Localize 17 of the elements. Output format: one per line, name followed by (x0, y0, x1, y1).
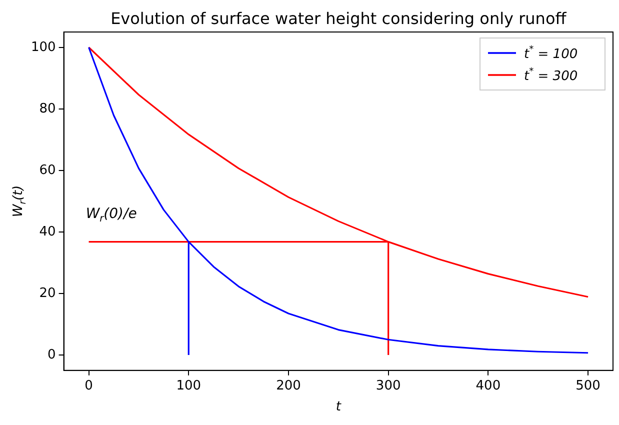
y-axis-title: Wr(t) (11, 185, 28, 218)
legend-label: t* = 100 (524, 45, 578, 62)
x-tick-label: 0 (84, 378, 93, 394)
x-axis-title: t (336, 399, 342, 414)
x-tick-label: 300 (376, 378, 401, 394)
x-tick-label: 100 (176, 378, 202, 394)
y-tick-label: 100 (30, 40, 56, 55)
y-tick-label: 20 (39, 286, 56, 301)
x-tick-label: 200 (276, 378, 301, 394)
y-tick-label: 0 (48, 347, 56, 362)
y-tick-label: 80 (39, 101, 56, 116)
y-tick-label: 40 (39, 224, 56, 240)
chart-title: Evolution of surface water height considering only runoff (110, 9, 568, 28)
legend-label: t* = 300 (524, 67, 578, 84)
y-tick-label: 60 (39, 162, 56, 178)
x-tick-label: 500 (576, 378, 600, 394)
x-tick-label: 400 (476, 378, 501, 394)
